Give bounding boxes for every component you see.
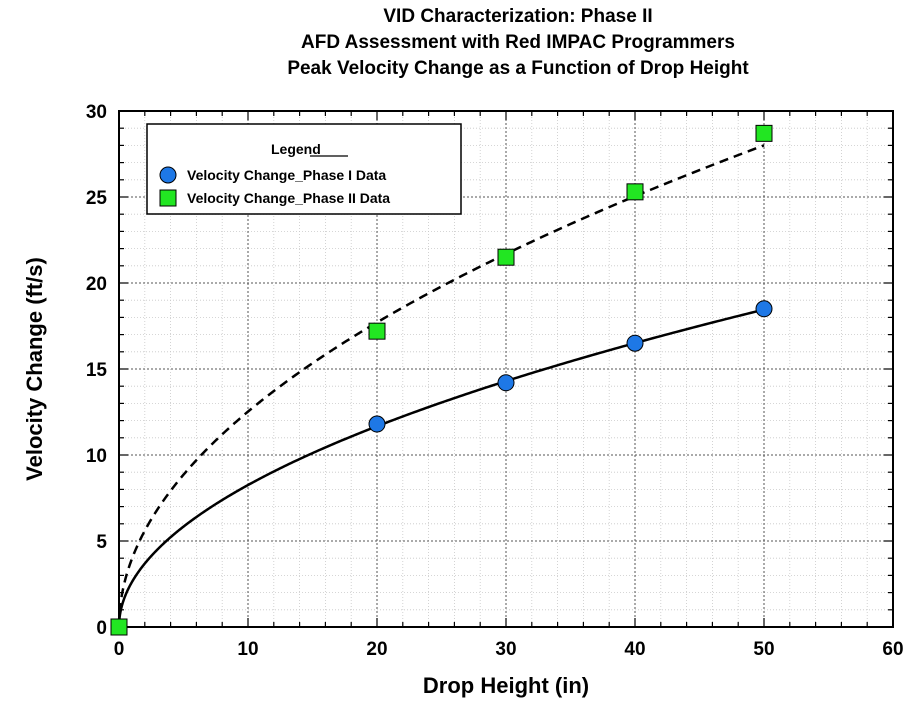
- x-tick-label: 40: [624, 639, 645, 660]
- data-point-series-1: [368, 415, 386, 433]
- y-tick-label: 20: [86, 274, 107, 295]
- data-point-series-2: [110, 618, 128, 636]
- x-tick-label: 30: [495, 639, 516, 660]
- title-line-2: AFD Assessment with Red IMPAC Programmer…: [301, 32, 735, 53]
- y-tick-label: 15: [86, 360, 108, 381]
- title-line-3: Peak Velocity Change as a Function of Dr…: [287, 58, 749, 79]
- x-axis-label: Drop Height (in): [423, 673, 589, 698]
- data-point-series-2: [755, 124, 773, 142]
- legend-box: [146, 123, 462, 215]
- data-points: [110, 124, 773, 636]
- legend-marker-phase-1: [159, 166, 177, 184]
- fit-lines: [117, 144, 765, 628]
- y-axis-label: Velocity Change (ft/s): [22, 257, 47, 481]
- x-tick-label: 50: [753, 639, 774, 660]
- title-line-1: VID Characterization: Phase II: [383, 6, 652, 27]
- y-tick-label: 5: [96, 532, 107, 553]
- x-tick-label: 20: [366, 639, 387, 660]
- data-point-series-2: [497, 248, 515, 266]
- x-tick-label: 60: [882, 639, 903, 660]
- legend-marker-phase-2: [159, 189, 177, 207]
- legend-title: Legend: [271, 141, 321, 157]
- x-tick-label: 10: [237, 639, 258, 660]
- chart-title: VID Characterization: Phase II AFD Asses…: [287, 6, 749, 79]
- y-tick-labels: 0 5 10 15 20 25 30: [86, 102, 108, 639]
- y-tick-label: 10: [86, 446, 107, 467]
- fit-line-series-2: [117, 144, 765, 628]
- data-point-series-1: [755, 300, 773, 318]
- data-point-series-2: [626, 183, 644, 201]
- legend: Legend Velocity Change_Phase I Data Velo…: [146, 123, 462, 215]
- y-tick-label: 30: [86, 102, 107, 123]
- y-tick-label: 0: [96, 618, 107, 639]
- x-tick-label: 0: [114, 639, 125, 660]
- x-tick-labels: 0 10 20 30 40 50 60: [114, 639, 904, 660]
- y-tick-label: 25: [86, 188, 108, 209]
- data-point-series-1: [626, 334, 644, 352]
- data-point-series-1: [497, 374, 515, 392]
- fit-line-series-1: [117, 308, 765, 628]
- data-point-series-2: [368, 322, 386, 340]
- legend-label-phase-1: Velocity Change_Phase I Data: [187, 167, 386, 183]
- plot-frame: [118, 110, 894, 628]
- legend-label-phase-2: Velocity Change_Phase II Data: [187, 190, 390, 206]
